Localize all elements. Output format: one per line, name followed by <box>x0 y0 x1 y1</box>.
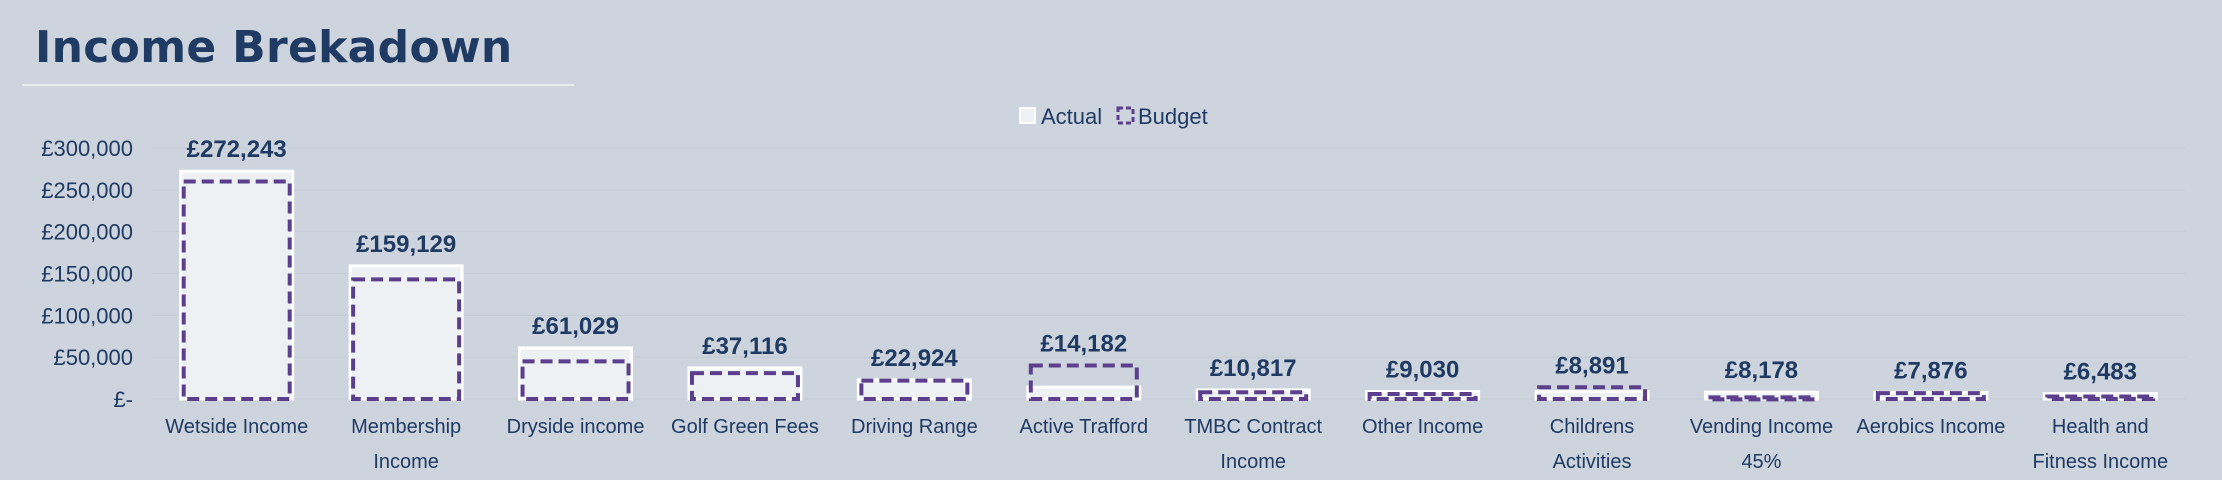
data-label: £22,924 <box>871 345 958 372</box>
x-category-label-line: Health and <box>2052 416 2149 438</box>
budget-bar <box>1706 395 1817 402</box>
actual-bar <box>1026 385 1142 401</box>
actual-bar <box>2042 392 2158 401</box>
y-tick-label: £300,000 <box>41 136 133 161</box>
x-category-label: Dryside income <box>507 416 645 438</box>
actual-bar <box>1703 390 1819 401</box>
x-category-label: Childrens Activities <box>1550 416 1634 473</box>
data-label: £61,029 <box>532 313 619 340</box>
y-axis: £- £50,000 £100,000 £150,000 £200,000 £250,00… <box>41 136 133 412</box>
legend-actual-swatch <box>1019 107 1036 124</box>
x-category-label-line: Golf Green Fees <box>671 416 819 438</box>
data-label: £8,891 <box>1555 352 1628 379</box>
data-label: £37,116 <box>702 333 787 360</box>
y-tick-label: £200,000 <box>41 220 133 245</box>
actual-bar <box>348 264 464 401</box>
actual-bar <box>518 346 634 401</box>
x-category-label: Aerobics Income <box>1856 416 2005 438</box>
x-category-label-line: Childrens <box>1550 416 1634 438</box>
x-category-label-line: Membership <box>351 416 461 438</box>
x-category-label-line: Other Income <box>1362 416 1483 438</box>
x-axis: Wetside Income Membership Income Dryside in… <box>165 416 2168 473</box>
page-title: Income Brekadown <box>35 22 513 73</box>
x-category-label-line: Fitness Income <box>2032 451 2168 473</box>
x-category-label: Driving Range <box>851 416 978 438</box>
budget-bar <box>351 277 462 401</box>
x-category-label-line: Driving Range <box>851 416 978 438</box>
data-label: £9,030 <box>1386 356 1459 383</box>
y-tick-label: £250,000 <box>41 178 133 203</box>
x-category-label: Vending Income 45% <box>1690 416 1833 473</box>
x-category-label: Active Trafford <box>1020 416 1149 438</box>
budget-bar <box>859 378 970 401</box>
x-category-label-line: Income <box>373 451 439 473</box>
data-label: £8,178 <box>1725 357 1798 384</box>
data-label: £10,817 <box>1210 355 1297 382</box>
gridlines <box>152 147 2185 400</box>
legend-actual-label: Actual <box>1041 104 1102 129</box>
y-tick-label: £150,000 <box>41 262 133 287</box>
budget-bar <box>1537 385 1648 401</box>
title-divider <box>22 84 574 86</box>
bars <box>179 169 2158 402</box>
x-category-label: Golf Green Fees <box>671 416 819 438</box>
x-category-label: TMBC Contract Income <box>1184 416 1322 473</box>
x-category-label-line: Income <box>1220 451 1286 473</box>
budget-bar <box>1367 391 1478 402</box>
data-label: £159,129 <box>356 231 456 258</box>
x-category-label-line: Vending Income <box>1690 416 1833 438</box>
budget-bar <box>2045 394 2156 401</box>
x-category-label: Wetside Income <box>165 416 308 438</box>
actual-bar <box>179 169 295 401</box>
y-tick-label: £- <box>113 387 133 412</box>
legend-budget-swatch <box>1116 106 1135 125</box>
x-category-label-line: Dryside income <box>507 416 645 438</box>
data-label: £272,243 <box>187 136 287 163</box>
y-tick-label: £100,000 <box>41 303 133 328</box>
legend: Actual Budget <box>1019 104 1208 129</box>
x-category-label: Health and Fitness Income <box>2032 416 2168 473</box>
x-category-label-line: Aerobics Income <box>1856 416 2005 438</box>
data-labels: £272,243 £159,129 £61,029 £37,116 £22,924 £14… <box>187 136 2137 385</box>
data-label: £14,182 <box>1040 331 1127 358</box>
x-category-label: Membership Income <box>351 416 461 473</box>
budget-bar <box>1028 363 1139 401</box>
y-tick-label: £50,000 <box>53 345 133 370</box>
data-label: £7,876 <box>1894 357 1967 384</box>
budget-bar <box>689 371 800 401</box>
x-category-label-line: Active Trafford <box>1020 416 1149 438</box>
legend-budget-label: Budget <box>1138 104 1208 129</box>
budget-bar <box>1198 390 1309 402</box>
data-label: £6,483 <box>2064 359 2137 386</box>
actual-bar <box>856 378 972 401</box>
x-category-label-line: 45% <box>1741 451 1781 473</box>
x-category-label-line: Activities <box>1553 451 1632 473</box>
x-category-label-line: TMBC Contract <box>1184 416 1322 438</box>
x-category-label-line: Wetside Income <box>165 416 308 438</box>
x-category-label: Other Income <box>1362 416 1483 438</box>
budget-bar <box>1875 391 1986 402</box>
